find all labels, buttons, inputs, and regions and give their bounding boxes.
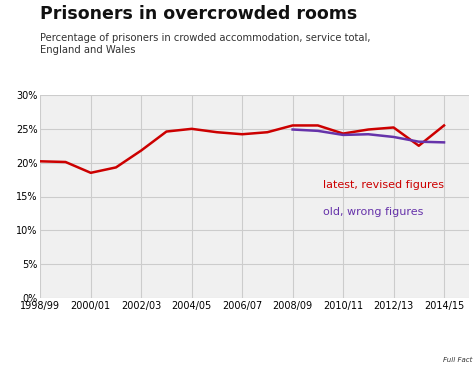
Text: latest, revised figures: latest, revised figures	[323, 179, 444, 190]
Text: old, wrong figures: old, wrong figures	[323, 207, 423, 217]
Text: Full Fact: Full Fact	[443, 357, 473, 363]
Polygon shape	[412, 323, 474, 372]
Text: Prisoners in overcrowded rooms: Prisoners in overcrowded rooms	[40, 5, 357, 23]
Text: Source:: Source:	[9, 333, 51, 343]
Text: Percentage of prisoners in crowded accommodation, service total,
England and Wal: Percentage of prisoners in crowded accom…	[40, 33, 371, 55]
Text: statement, 11 June 2015: statement, 11 June 2015	[9, 365, 130, 374]
Text: Prison Performance Digest 2013/14 and Ministry of Justice written: Prison Performance Digest 2013/14 and Mi…	[44, 333, 369, 343]
